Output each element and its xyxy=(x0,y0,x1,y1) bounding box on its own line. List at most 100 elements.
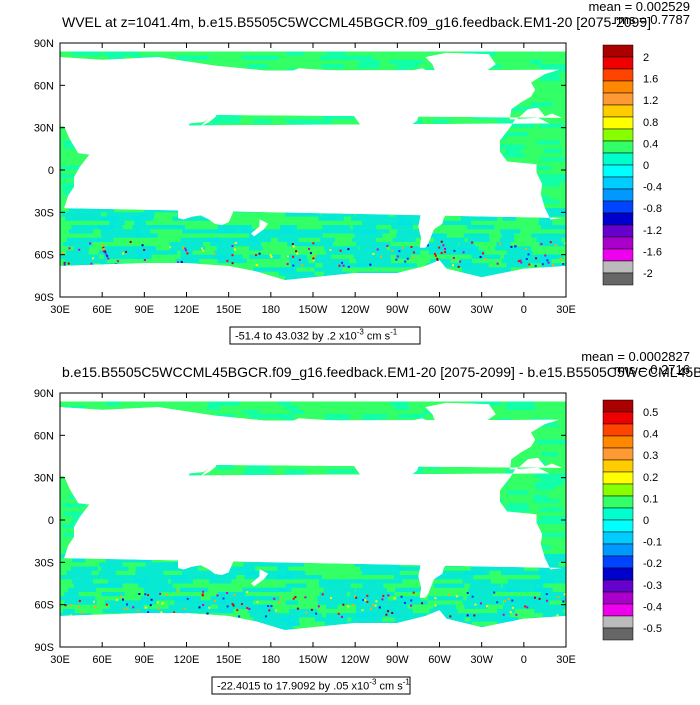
texture-cell xyxy=(180,254,227,259)
texture-cell xyxy=(73,246,90,251)
speckle xyxy=(448,593,451,596)
texture-cell xyxy=(323,271,351,276)
texture-cell xyxy=(106,212,147,217)
speckle xyxy=(540,243,543,246)
speckle xyxy=(158,607,161,610)
texture-cell xyxy=(68,229,94,234)
x-tick-label: 30E xyxy=(50,304,70,316)
texture-cell xyxy=(326,613,377,618)
info-range: -51.4 to 43.032 by .2 x10 xyxy=(235,331,357,343)
speckle xyxy=(525,247,528,250)
colorbar-swatch xyxy=(602,459,634,473)
texture-cell xyxy=(253,267,297,272)
new-guinea-land xyxy=(202,171,229,185)
texture-cell xyxy=(458,246,477,251)
texture-cell xyxy=(249,254,281,259)
texture-cell xyxy=(495,246,532,251)
speckle xyxy=(301,264,304,267)
speckle xyxy=(347,248,350,251)
texture-cell xyxy=(326,51,346,56)
speckle xyxy=(296,607,299,610)
speckle xyxy=(185,249,188,252)
colorbar-swatch xyxy=(602,615,634,629)
texture-cell xyxy=(429,608,458,614)
borneo-land xyxy=(171,161,186,176)
speckle xyxy=(385,613,388,616)
speckle xyxy=(538,597,541,600)
texture-cell xyxy=(538,532,572,537)
colorbar-swatch xyxy=(602,188,634,202)
speckle xyxy=(304,596,307,599)
texture-cell xyxy=(211,575,237,580)
speckle xyxy=(233,593,236,596)
colorbar-swatch xyxy=(602,140,634,154)
speckle xyxy=(173,611,176,614)
speckle xyxy=(462,251,465,254)
texture-cell xyxy=(540,225,579,230)
speckle xyxy=(107,257,110,260)
texture-cell xyxy=(168,604,211,609)
texture-cell xyxy=(470,617,517,622)
top-map-chart: WVEL at z=1041.4m, b.e15.B5505C5WCCML45B… xyxy=(0,0,700,350)
info-unit: cm s xyxy=(364,331,391,343)
speckle xyxy=(94,605,97,608)
stat-mean: mean = 0.002529 xyxy=(588,0,690,14)
texture-cell xyxy=(140,596,192,601)
texture-cell xyxy=(396,229,420,234)
texture-cell xyxy=(134,250,178,255)
speckle xyxy=(90,262,93,265)
texture-cell xyxy=(353,254,391,259)
texture-cell xyxy=(503,507,530,512)
colorbar-swatch xyxy=(602,447,634,461)
speckle xyxy=(69,614,72,617)
texture-cell xyxy=(530,59,543,65)
speckle xyxy=(519,259,522,262)
speckle xyxy=(123,607,126,610)
speckle xyxy=(208,606,211,609)
speckle xyxy=(126,607,129,610)
texture-cell xyxy=(497,153,525,158)
texture-cell xyxy=(354,562,400,567)
speckle xyxy=(341,615,344,618)
colorbar-swatch xyxy=(602,80,634,94)
texture-cell xyxy=(206,237,258,242)
texture-cell xyxy=(500,229,521,234)
speckle xyxy=(378,606,381,609)
texture-cell xyxy=(497,119,528,124)
texture-cell xyxy=(534,498,560,504)
texture-cell xyxy=(133,216,154,221)
texture-cell xyxy=(286,254,307,259)
info-range: -22.4015 to 17.9092 by .05 x10 xyxy=(217,681,369,693)
colorbar-swatch xyxy=(602,399,634,413)
speckle xyxy=(436,259,439,262)
texture-cell xyxy=(210,596,256,601)
texture-cell xyxy=(499,617,519,622)
texture-cell xyxy=(535,579,583,584)
speckle xyxy=(546,259,549,262)
texture-cell xyxy=(530,600,550,605)
speckle xyxy=(511,599,514,602)
speckle xyxy=(232,604,235,607)
texture-cell xyxy=(217,258,247,264)
colorbar-label: 0 xyxy=(643,160,649,172)
madagascar-land xyxy=(79,186,89,206)
colorbar-label: -0.8 xyxy=(643,203,662,215)
texture-cell xyxy=(209,579,232,584)
texture-cell xyxy=(279,267,294,272)
texture-cell xyxy=(280,414,294,419)
stat-rms: rms = 0.7787 xyxy=(614,12,690,27)
speckle xyxy=(92,600,95,603)
texture-cell xyxy=(145,562,197,567)
texture-cell xyxy=(538,220,553,226)
y-tick-label: 90S xyxy=(34,642,54,654)
top-map-panel: WVEL at z=1041.4m, b.e15.B5505C5WCCML45B… xyxy=(0,0,700,350)
speckle xyxy=(89,242,92,245)
texture-cell xyxy=(64,591,79,597)
texture-cell xyxy=(324,414,350,419)
speckle xyxy=(457,265,460,268)
texture-cell xyxy=(356,608,397,614)
texture-cell xyxy=(326,469,357,474)
speckle xyxy=(400,595,403,598)
texture-cell xyxy=(104,600,150,605)
texture-cell xyxy=(319,55,351,60)
